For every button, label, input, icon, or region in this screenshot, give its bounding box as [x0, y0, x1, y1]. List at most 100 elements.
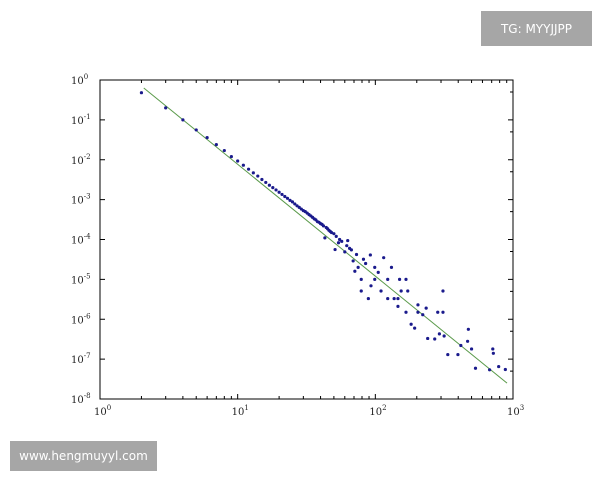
data-points: [139, 91, 507, 372]
y-tick-label: 10-7: [71, 352, 91, 366]
x-tick-label: 102: [369, 404, 386, 418]
data-point: [205, 135, 209, 140]
data-point: [349, 248, 353, 252]
data-point: [346, 238, 350, 243]
data-point: [260, 177, 264, 182]
data-point: [181, 118, 185, 122]
data-point: [337, 237, 342, 242]
y-tick-label: 10-8: [71, 392, 91, 406]
data-point: [409, 322, 413, 326]
x-tick-label: 103: [507, 404, 524, 418]
plot-frame: [99, 79, 514, 400]
data-point: [364, 261, 368, 266]
data-point: [236, 159, 240, 163]
data-point: [251, 171, 255, 175]
data-point: [293, 202, 297, 206]
data-point: [416, 303, 420, 307]
data-point: [392, 296, 396, 301]
minor-ticks: [140, 80, 513, 399]
data-point: [491, 347, 495, 351]
data-point: [214, 142, 218, 147]
data-point: [413, 326, 417, 330]
data-point: [466, 327, 470, 331]
x-tick-label: 100: [94, 404, 111, 418]
data-point: [368, 253, 372, 257]
data-point: [277, 190, 281, 194]
data-point: [421, 313, 425, 317]
data-point: [290, 200, 295, 204]
y-tick-label: 10-1: [71, 113, 91, 127]
y-tick-label: 10-6: [71, 312, 91, 326]
axis-ticks: 100 101 102 103 100 10-1 10-2 10-3 10-4 10-5 10-6 1…: [71, 73, 524, 418]
data-point: [323, 236, 327, 240]
data-point: [332, 232, 336, 236]
data-point: [222, 148, 226, 153]
data-point: [194, 128, 198, 132]
data-point: [424, 306, 428, 310]
data-point: [354, 252, 359, 257]
data-point: [376, 270, 380, 274]
data-point: [396, 304, 400, 309]
data-point: [442, 334, 446, 338]
y-tick-label: 10-4: [71, 233, 91, 247]
data-point: [288, 198, 292, 202]
data-point: [436, 310, 440, 314]
data-point: [433, 337, 437, 341]
data-point: [404, 310, 408, 314]
data-point: [399, 289, 403, 293]
data-point: [343, 250, 347, 254]
data-point: [366, 296, 370, 301]
data-point: [246, 167, 251, 171]
y-tick-label: 10-3: [71, 193, 91, 207]
data-point: [446, 352, 450, 357]
data-point: [264, 180, 268, 185]
data-point: [336, 241, 341, 245]
data-point: [416, 310, 420, 314]
data-point: [369, 284, 373, 288]
data-point: [386, 296, 390, 301]
data-point: [329, 230, 334, 235]
data-point: [351, 259, 355, 263]
data-point: [353, 269, 357, 273]
data-point: [503, 367, 507, 372]
data-point: [379, 289, 383, 293]
data-point: [256, 174, 260, 178]
data-point: [497, 364, 501, 369]
data-point: [373, 277, 377, 281]
data-point: [473, 366, 478, 370]
data-point: [441, 289, 445, 293]
data-point: [280, 192, 284, 197]
data-point: [139, 91, 144, 95]
data-point: [404, 277, 408, 281]
data-point: [456, 352, 460, 357]
data-point: [487, 368, 492, 372]
fit-line: [143, 87, 508, 384]
data-point: [229, 154, 233, 159]
data-point: [382, 256, 386, 260]
y-tick-label: 100: [71, 73, 88, 87]
data-point: [267, 183, 271, 187]
data-point: [361, 257, 366, 261]
data-point: [359, 277, 363, 281]
data-point: [333, 247, 337, 252]
data-point: [459, 343, 463, 348]
watermark-bottom-left: www.hengmuyyl.com: [10, 441, 157, 471]
data-point: [274, 188, 278, 192]
data-point: [466, 339, 470, 343]
data-point: [426, 336, 430, 341]
data-point: [283, 194, 287, 199]
data-point: [406, 289, 410, 293]
data-point: [373, 265, 377, 269]
data-point: [469, 347, 474, 351]
data-point: [359, 289, 363, 293]
data-point: [389, 265, 394, 269]
data-point: [437, 332, 442, 336]
y-tick-label: 10-2: [71, 153, 91, 167]
data-point: [321, 224, 326, 228]
data-point: [396, 296, 400, 301]
watermark-top-right: TG: MYYJJPP: [481, 11, 592, 46]
data-point: [356, 265, 360, 269]
data-point: [491, 351, 495, 355]
data-point: [164, 106, 168, 110]
